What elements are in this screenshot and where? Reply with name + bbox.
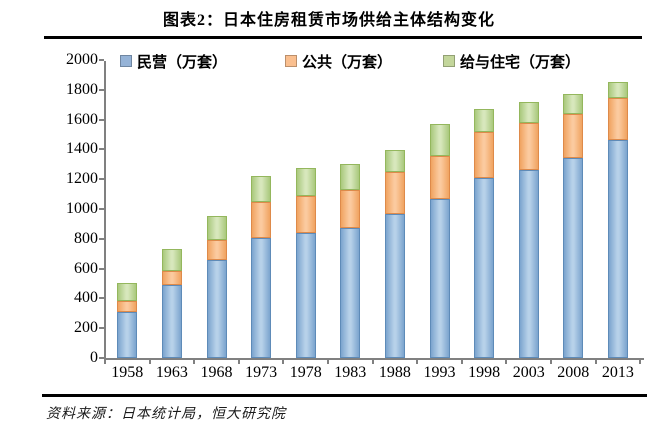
bar-segment-2008-s2 [563, 94, 584, 114]
x-axis-tick [193, 360, 196, 364]
bar-segment-2003-s0 [518, 170, 539, 358]
bar-segment-1973-s0 [251, 238, 272, 358]
legend-label-public: 公共（万套） [302, 54, 393, 71]
x-axis-label: 2003 [512, 364, 545, 381]
bar-segment-1958-s0 [117, 311, 138, 358]
bar-segment-1968-s0 [206, 259, 227, 358]
bar-segment-1958-s2 [117, 282, 138, 302]
bar-segment-1988-s1 [384, 171, 405, 215]
bar-segment-1988-s0 [384, 214, 405, 358]
x-axis-tick [282, 360, 285, 364]
chart-title: 图表2：日本住房租赁市场供给主体结构变化 [162, 12, 495, 29]
bar-segment-1993-s2 [429, 124, 450, 157]
bar-segment-2003-s1 [518, 123, 539, 171]
bar-segment-2008-s0 [563, 158, 584, 358]
legend-swatch-company [443, 55, 455, 67]
bottom-rule [42, 394, 647, 397]
x-axis-tick [594, 360, 597, 364]
y-axis-label: 200 [74, 319, 98, 337]
y-axis-tick [99, 208, 104, 210]
x-axis-tick [505, 360, 508, 364]
y-axis-tick [99, 237, 104, 240]
y-axis-label: 1000 [66, 200, 98, 217]
legend-swatch-public [285, 55, 297, 67]
x-axis-label: 1958 [111, 364, 144, 381]
y-axis-label: 1800 [66, 80, 98, 98]
x-axis-label: 1973 [245, 364, 278, 381]
bar-segment-2013-s0 [607, 140, 628, 358]
x-axis-tick [371, 360, 374, 364]
y-axis-label: 1600 [66, 110, 98, 128]
bar-segment-1963-s2 [161, 249, 182, 271]
y-axis-label: 1400 [66, 140, 98, 158]
legend-item-private: 民营（万套） [120, 54, 227, 71]
x-axis-label: 2008 [557, 364, 590, 381]
bar-segment-1998-s0 [474, 177, 495, 358]
y-axis-label: 400 [74, 289, 98, 307]
bar-segment-1973-s1 [251, 201, 272, 239]
x-axis-label: 1998 [468, 364, 501, 381]
y-axis-tick [99, 118, 104, 121]
y-axis-label: 2000 [66, 51, 98, 68]
y-axis-label: 0 [90, 349, 98, 366]
y-axis-tick [99, 148, 104, 151]
bar-segment-1978-s1 [295, 196, 316, 233]
y-axis-tick [99, 297, 104, 300]
bar-segment-2008-s1 [563, 113, 584, 159]
y-axis-tick [99, 327, 104, 330]
x-axis-tick [550, 360, 552, 364]
top-rule [44, 36, 642, 39]
y-axis-tick [99, 59, 104, 61]
x-axis-tick [460, 360, 463, 364]
y-axis-line [104, 61, 106, 359]
bar-segment-1973-s2 [251, 176, 272, 202]
x-axis-tick [416, 360, 419, 364]
legend-label-company: 给与住宅（万套） [460, 54, 581, 71]
bar-segment-2003-s2 [518, 102, 539, 124]
bar-segment-1983-s1 [340, 189, 361, 228]
bar-segment-1958-s1 [117, 301, 138, 312]
x-axis-label: 2013 [601, 364, 634, 381]
x-axis-tick [104, 360, 106, 364]
legend-label-private: 民营（万套） [137, 54, 228, 71]
y-axis-tick [99, 267, 104, 270]
bar-segment-1993-s0 [429, 198, 450, 358]
x-axis-label: 1968 [200, 364, 233, 381]
bar-segment-1963-s0 [161, 284, 182, 358]
x-axis-tick [639, 360, 642, 364]
x-axis-tick [148, 360, 151, 364]
legend-item-public: 公共（万套） [285, 54, 392, 71]
x-axis-label: 1963 [155, 364, 188, 381]
y-axis-label: 800 [74, 229, 98, 247]
bar-segment-1993-s1 [429, 156, 450, 199]
bar-segment-1998-s1 [474, 132, 495, 178]
source-note: 资料来源：日本统计局，恒大研究院 [46, 407, 286, 422]
bar-segment-2013-s1 [607, 97, 628, 141]
y-axis-tick [99, 178, 104, 181]
x-axis-label: 1993 [423, 364, 456, 381]
y-axis-label: 600 [74, 259, 98, 277]
bar-segment-1983-s0 [340, 227, 361, 358]
bar-segment-1998-s2 [474, 109, 495, 133]
bar-segment-1968-s2 [206, 215, 227, 240]
bar-segment-1963-s1 [161, 270, 182, 285]
x-axis-label: 1988 [378, 364, 411, 381]
legend-item-company: 给与住宅（万套） [443, 54, 580, 71]
x-axis-label: 1978 [289, 364, 322, 381]
legend-swatch-private [120, 55, 132, 67]
bar-segment-2013-s2 [607, 82, 628, 98]
x-axis-line [104, 358, 644, 360]
bar-segment-1978-s0 [295, 232, 316, 358]
bar-segment-1983-s2 [340, 163, 361, 190]
y-axis-tick [99, 88, 104, 91]
y-axis-tick [99, 357, 104, 359]
x-axis-tick [327, 360, 329, 364]
y-axis-label: 1200 [66, 170, 98, 188]
bar-segment-1968-s1 [206, 239, 227, 260]
bar-segment-1988-s2 [384, 150, 405, 172]
bar-segment-1978-s2 [295, 168, 316, 197]
x-axis-tick [237, 360, 240, 364]
x-axis-label: 1983 [334, 364, 367, 381]
